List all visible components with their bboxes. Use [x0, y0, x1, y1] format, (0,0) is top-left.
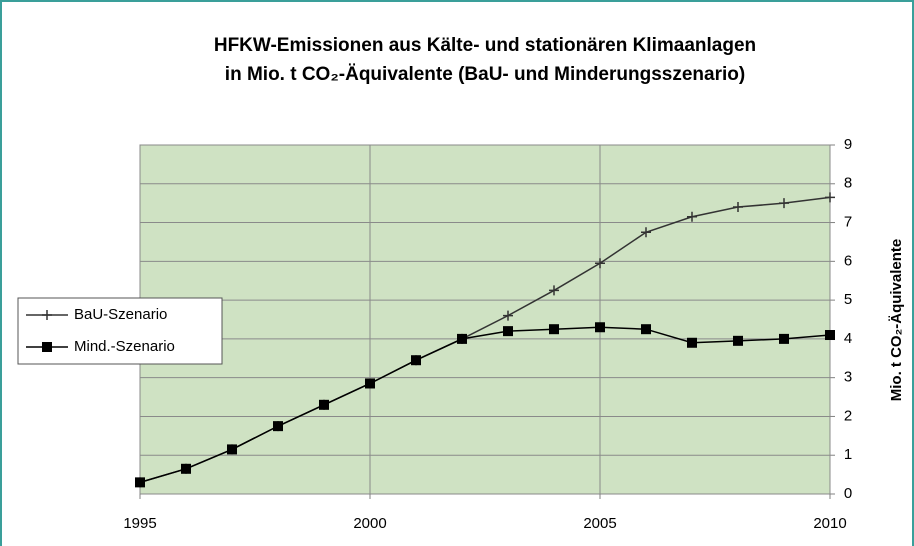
- marker: [641, 227, 651, 238]
- legend-label: BaU-Szenario: [74, 306, 167, 323]
- chart-title: in Mio. t CO₂-Äquivalente (BaU- und Mind…: [225, 64, 745, 85]
- marker: [641, 324, 651, 335]
- x-tick-label: 2000: [353, 515, 386, 532]
- marker: [687, 211, 697, 222]
- y-tick-label: 2: [844, 407, 852, 424]
- y-tick-label: 7: [844, 214, 852, 231]
- marker: [825, 330, 835, 341]
- plot-area: [139, 144, 831, 495]
- x-tick-label: 1995: [123, 515, 156, 532]
- marker: [503, 310, 513, 321]
- y-tick-label: 3: [844, 369, 852, 386]
- y-tick-label: 9: [844, 136, 852, 153]
- marker: [779, 198, 789, 209]
- y-tick-label: 4: [844, 330, 852, 347]
- marker: [457, 333, 467, 344]
- marker: [365, 378, 375, 389]
- marker: [733, 335, 743, 346]
- x-tick-label: 2010: [813, 515, 846, 532]
- marker: [227, 444, 237, 455]
- y-tick-label: 6: [844, 252, 852, 269]
- y-tick-label: 0: [844, 485, 852, 502]
- x-tick-label: 2005: [583, 515, 616, 532]
- legend-marker: [42, 342, 52, 352]
- marker: [549, 324, 559, 335]
- legend-marker: [42, 310, 52, 320]
- series-line: [139, 326, 831, 484]
- marker: [411, 355, 421, 366]
- marker: [825, 192, 835, 203]
- marker: [181, 463, 191, 474]
- marker: [549, 285, 559, 296]
- marker: [503, 326, 513, 337]
- y-tick-label: 1: [844, 446, 852, 463]
- y-tick-label: 8: [844, 175, 852, 192]
- marker: [779, 333, 789, 344]
- legend-label: Mind.-Szenario: [74, 338, 175, 355]
- marker: [687, 337, 697, 348]
- marker: [319, 399, 329, 410]
- marker: [273, 421, 283, 432]
- chart-title: HFKW-Emissionen aus Kälte- und stationär…: [214, 35, 756, 56]
- marker: [733, 202, 743, 213]
- marker: [135, 477, 145, 488]
- y-tick-label: 5: [844, 291, 852, 308]
- y-axis-label: Mio. t CO₂-Äquivalente: [888, 239, 905, 402]
- legend: [17, 297, 223, 365]
- marker: [595, 322, 605, 333]
- marker: [595, 258, 605, 269]
